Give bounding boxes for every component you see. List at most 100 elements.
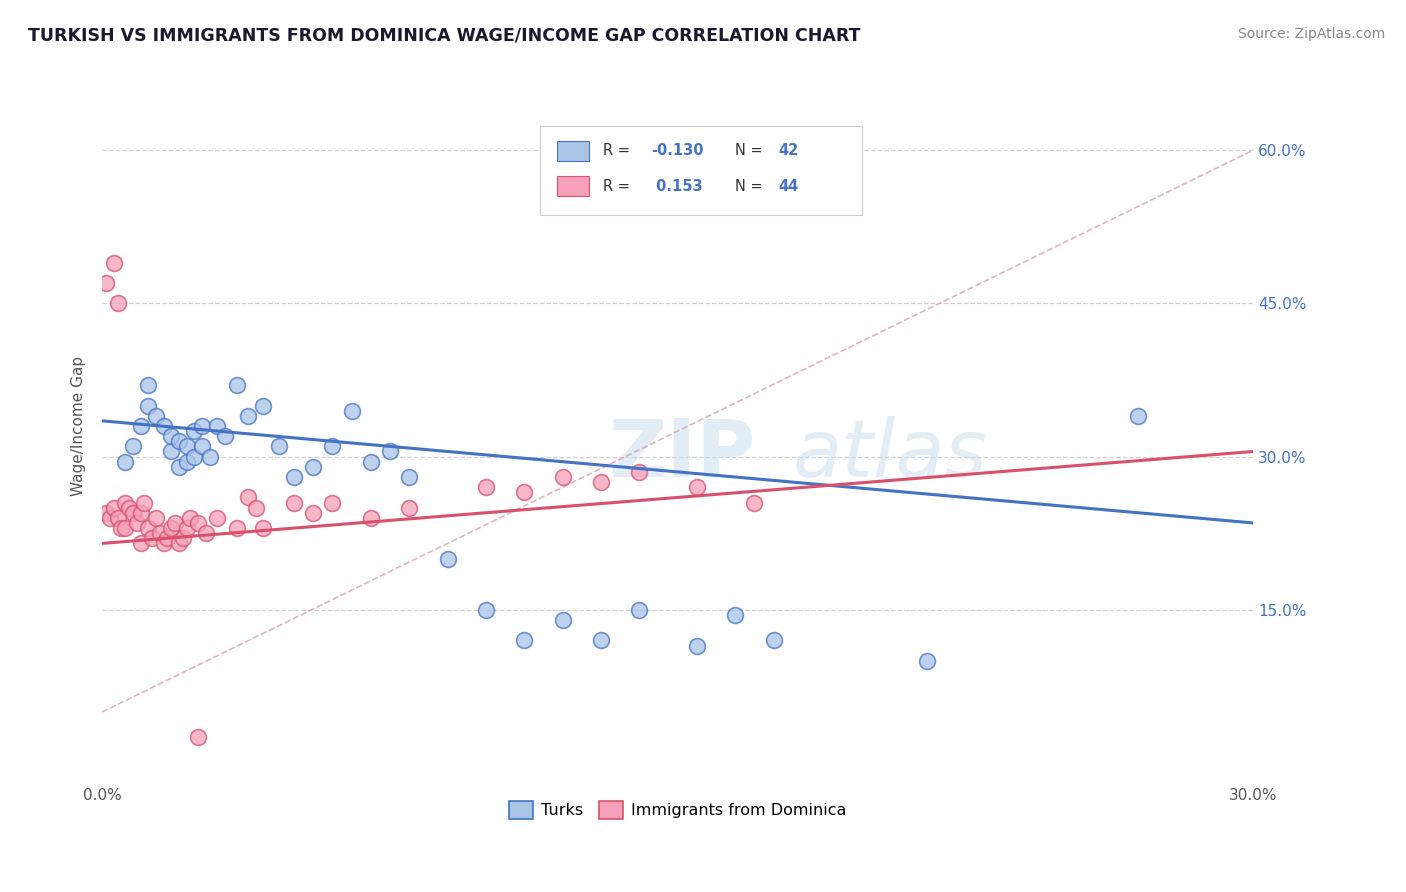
Point	[724, 607, 747, 622]
Point	[183, 424, 205, 438]
Point	[114, 495, 136, 509]
Text: N =: N =	[735, 144, 768, 158]
Point	[103, 255, 125, 269]
Text: 44: 44	[778, 179, 799, 194]
Point	[744, 495, 766, 509]
Point	[360, 455, 382, 469]
Point	[513, 485, 536, 500]
Point	[122, 439, 145, 453]
FancyBboxPatch shape	[540, 126, 862, 215]
Point	[187, 731, 209, 745]
Point	[628, 603, 651, 617]
FancyBboxPatch shape	[557, 141, 589, 161]
Point	[302, 459, 325, 474]
Point	[176, 439, 198, 453]
Text: N =: N =	[735, 179, 768, 194]
Point	[762, 633, 785, 648]
Legend: Turks, Immigrants from Dominica: Turks, Immigrants from Dominica	[503, 794, 853, 825]
Point	[118, 500, 141, 515]
Text: R =: R =	[603, 144, 634, 158]
Point	[107, 296, 129, 310]
Point	[475, 603, 498, 617]
Y-axis label: Wage/Income Gap: Wage/Income Gap	[72, 356, 86, 496]
Point	[551, 470, 574, 484]
Point	[628, 465, 651, 479]
Point	[129, 419, 152, 434]
Point	[225, 378, 247, 392]
Point	[686, 480, 709, 494]
Point	[136, 521, 159, 535]
Point	[114, 455, 136, 469]
Point	[360, 511, 382, 525]
Text: Source: ZipAtlas.com: Source: ZipAtlas.com	[1237, 27, 1385, 41]
Text: 42: 42	[778, 144, 799, 158]
Point	[551, 613, 574, 627]
Point	[129, 536, 152, 550]
Point	[252, 399, 274, 413]
Point	[114, 521, 136, 535]
Point	[167, 434, 190, 449]
Point	[176, 521, 198, 535]
Point	[94, 276, 117, 290]
Point	[160, 521, 183, 535]
Point	[98, 511, 121, 525]
Point	[110, 521, 132, 535]
Point	[129, 506, 152, 520]
Point	[1128, 409, 1150, 423]
Point	[136, 378, 159, 392]
Point	[152, 419, 174, 434]
Point	[207, 511, 229, 525]
Point	[134, 495, 156, 509]
Point	[187, 516, 209, 530]
Text: atlas: atlas	[793, 416, 987, 493]
Point	[283, 495, 305, 509]
Point	[125, 516, 148, 530]
Point	[686, 639, 709, 653]
Point	[103, 500, 125, 515]
Point	[94, 506, 117, 520]
Point	[194, 526, 217, 541]
Point	[122, 506, 145, 520]
Point	[245, 500, 267, 515]
Point	[398, 500, 420, 515]
Point	[378, 444, 401, 458]
Point	[214, 429, 236, 443]
Point	[513, 633, 536, 648]
Point	[160, 444, 183, 458]
Point	[302, 506, 325, 520]
Point	[167, 536, 190, 550]
Point	[179, 511, 201, 525]
Point	[198, 450, 221, 464]
Text: R =: R =	[603, 179, 634, 194]
Point	[589, 475, 612, 489]
Point	[191, 419, 214, 434]
Point	[267, 439, 290, 453]
Point	[165, 516, 187, 530]
Point	[156, 531, 179, 545]
Point	[321, 439, 343, 453]
Point	[167, 459, 190, 474]
Point	[136, 399, 159, 413]
Point	[149, 526, 172, 541]
Text: TURKISH VS IMMIGRANTS FROM DOMINICA WAGE/INCOME GAP CORRELATION CHART: TURKISH VS IMMIGRANTS FROM DOMINICA WAGE…	[28, 27, 860, 45]
Point	[145, 511, 167, 525]
Point	[225, 521, 247, 535]
Text: ZIP: ZIP	[609, 416, 756, 493]
Point	[176, 455, 198, 469]
Point	[236, 491, 259, 505]
Point	[207, 419, 229, 434]
Point	[152, 536, 174, 550]
Text: -0.130: -0.130	[651, 144, 704, 158]
Point	[236, 409, 259, 423]
Point	[191, 439, 214, 453]
Point	[340, 403, 363, 417]
Point	[107, 511, 129, 525]
Point	[141, 531, 163, 545]
Text: 0.153: 0.153	[651, 179, 703, 194]
Point	[283, 470, 305, 484]
Point	[589, 633, 612, 648]
Point	[436, 551, 458, 566]
Point	[172, 531, 194, 545]
FancyBboxPatch shape	[557, 177, 589, 196]
Point	[252, 521, 274, 535]
